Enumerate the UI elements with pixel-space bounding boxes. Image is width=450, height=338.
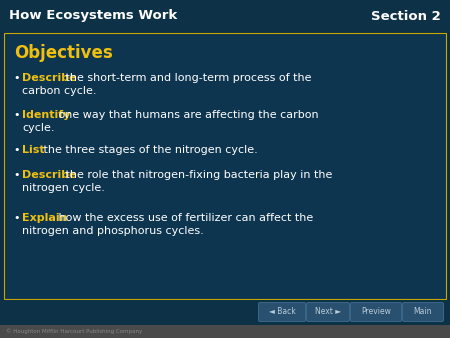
Text: Next ►: Next ►	[315, 308, 341, 316]
Text: Describe: Describe	[22, 170, 76, 180]
FancyBboxPatch shape	[351, 303, 401, 321]
Text: List: List	[22, 145, 45, 155]
FancyBboxPatch shape	[306, 303, 350, 321]
Text: © Houghton Mifflin Harcourt Publishing Company: © Houghton Mifflin Harcourt Publishing C…	[6, 328, 142, 334]
Text: •: •	[13, 73, 19, 83]
Text: Objectives: Objectives	[14, 44, 113, 62]
Text: •: •	[13, 110, 19, 120]
Text: carbon cycle.: carbon cycle.	[22, 86, 96, 96]
Text: how the excess use of fertilizer can affect the: how the excess use of fertilizer can aff…	[55, 213, 313, 223]
FancyBboxPatch shape	[258, 303, 306, 321]
Bar	[0, 325, 450, 338]
Text: How Ecosystems Work: How Ecosystems Work	[9, 9, 177, 23]
Bar	[0, 0, 450, 32]
Bar	[4, 33, 446, 299]
Text: Preview: Preview	[361, 308, 391, 316]
Text: one way that humans are affecting the carbon: one way that humans are affecting the ca…	[55, 110, 319, 120]
Text: Describe: Describe	[22, 73, 76, 83]
Text: Explain: Explain	[22, 213, 68, 223]
Text: cycle.: cycle.	[22, 123, 54, 133]
Text: nitrogen and phosphorus cycles.: nitrogen and phosphorus cycles.	[22, 226, 204, 236]
Text: •: •	[13, 170, 19, 180]
Text: •: •	[13, 145, 19, 155]
Text: ◄ Back: ◄ Back	[269, 308, 295, 316]
Bar	[0, 300, 450, 325]
Text: nitrogen cycle.: nitrogen cycle.	[22, 183, 105, 193]
Text: the three stages of the nitrogen cycle.: the three stages of the nitrogen cycle.	[40, 145, 258, 155]
Text: •: •	[13, 213, 19, 223]
Text: Identify: Identify	[22, 110, 71, 120]
Text: the role that nitrogen-fixing bacteria play in the: the role that nitrogen-fixing bacteria p…	[62, 170, 333, 180]
Text: the short-term and long-term process of the: the short-term and long-term process of …	[62, 73, 311, 83]
Text: Section 2: Section 2	[371, 9, 441, 23]
FancyBboxPatch shape	[402, 303, 444, 321]
Text: Main: Main	[414, 308, 432, 316]
